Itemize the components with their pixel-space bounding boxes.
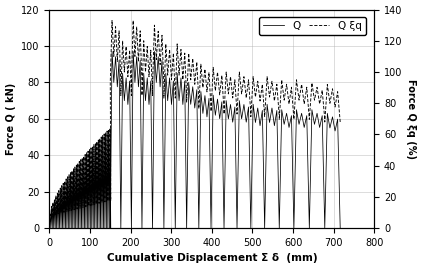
Q ξq: [188, 78, 193, 82]
Q: [230, 121, 235, 124]
Y-axis label: Force Q ξq (%): Force Q ξq (%): [406, 79, 417, 159]
Q: [188, 103, 193, 106]
Q ξq: [84, 205, 89, 208]
Q ξq: [109, 19, 114, 22]
Q: [84, 226, 89, 230]
Q: [338, 226, 343, 230]
Q ξq: [230, 96, 235, 100]
Q: [47, 226, 52, 230]
Q ξq: [50, 214, 55, 217]
Q ξq: [47, 214, 52, 217]
Q ξq: [325, 83, 330, 86]
Q ξq: [161, 97, 166, 100]
Q ξq: [338, 120, 343, 123]
Line: Q: Q: [49, 51, 340, 228]
Q: [161, 226, 166, 230]
X-axis label: Cumulative Displacement Σ δ  (mm): Cumulative Displacement Σ δ (mm): [106, 253, 317, 263]
Q: [325, 112, 330, 115]
Legend: Q, Q ξq: Q, Q ξq: [259, 17, 366, 35]
Q: [109, 50, 114, 53]
Line: Q ξq: Q ξq: [49, 20, 340, 216]
Q: [50, 226, 55, 230]
Y-axis label: Force Q ( kN): Force Q ( kN): [5, 83, 16, 155]
